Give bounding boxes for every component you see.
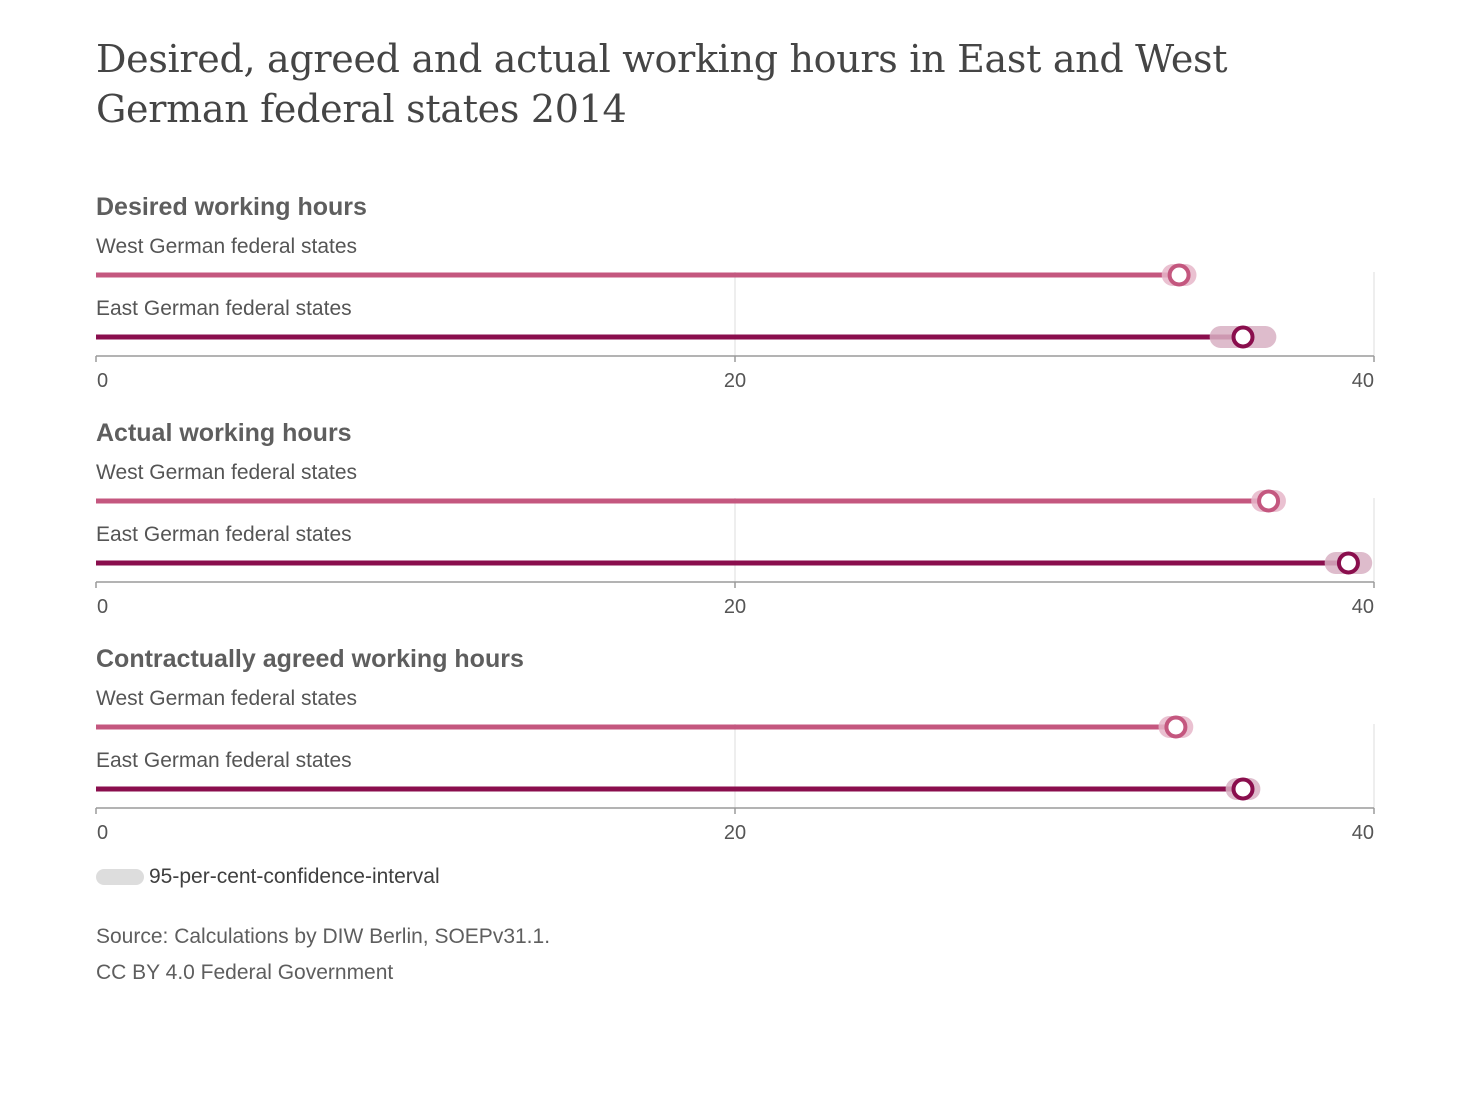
panel-plot: 0 20 40 bbox=[95, 263, 1375, 392]
panel-plot: 0 20 40 bbox=[95, 489, 1375, 618]
confidence-interval-swatch bbox=[96, 869, 144, 885]
x-tick-label: 20 bbox=[724, 370, 746, 392]
series-label-west: West German federal states bbox=[96, 235, 358, 258]
series-label-east: East German federal states bbox=[96, 523, 352, 546]
panel-desired: Desired working hours West German federa… bbox=[95, 192, 1386, 392]
series-label-west: West German federal states bbox=[96, 461, 358, 484]
legend: 95-per-cent-confidence-interval bbox=[96, 864, 440, 890]
x-tick-label: 0 bbox=[97, 822, 108, 844]
panel-agreed: Contractually agreed working hours West … bbox=[95, 644, 1386, 844]
series-label-east: East German federal states bbox=[96, 297, 352, 320]
x-tick-label: 20 bbox=[724, 596, 746, 618]
data-point-east bbox=[1336, 551, 1360, 575]
source-text: Source: Calculations by DIW Berlin, SOEP… bbox=[96, 925, 551, 948]
chart-title: Desired, agreed and actual working hours… bbox=[96, 37, 1228, 131]
data-point-west bbox=[1257, 489, 1281, 513]
series-label-west: West German federal states bbox=[96, 687, 358, 710]
x-tick-label: 40 bbox=[1352, 370, 1374, 392]
x-tick-label: 40 bbox=[1352, 596, 1374, 618]
data-point-east bbox=[1231, 777, 1255, 801]
x-tick-label: 0 bbox=[97, 596, 108, 618]
series-label-east: East German federal states bbox=[96, 749, 352, 772]
legend-label: 95-per-cent-confidence-interval bbox=[149, 865, 440, 888]
panel-actual: Actual working hours West German federal… bbox=[95, 418, 1386, 618]
x-tick-label: 0 bbox=[97, 370, 108, 392]
license-text: CC BY 4.0 Federal Government bbox=[96, 961, 394, 984]
panel-plot: 0 20 40 bbox=[95, 715, 1375, 844]
x-tick-label: 40 bbox=[1352, 822, 1374, 844]
data-point-west bbox=[1167, 263, 1191, 287]
panel-title: Contractually agreed working hours bbox=[96, 645, 524, 673]
panel-title: Actual working hours bbox=[96, 419, 352, 447]
panel-title: Desired working hours bbox=[96, 193, 367, 221]
x-tick-label: 20 bbox=[724, 822, 746, 844]
data-point-west bbox=[1164, 715, 1188, 739]
data-point-east bbox=[1231, 325, 1255, 349]
